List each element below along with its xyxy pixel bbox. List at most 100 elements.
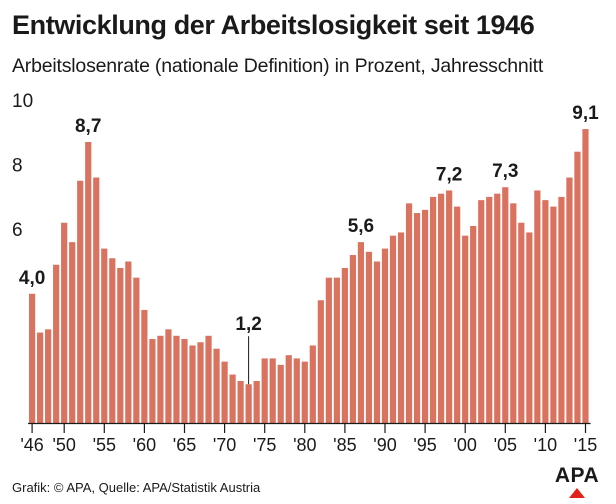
bar-2001 <box>470 225 477 423</box>
bar-1997 <box>438 193 445 423</box>
x-tick-label: '75 <box>253 435 276 455</box>
bar-1978 <box>285 355 292 423</box>
x-tick-label: '55 <box>93 435 116 455</box>
bar-2004 <box>494 193 501 423</box>
bar-2008 <box>526 232 533 423</box>
bar-1961 <box>149 339 156 423</box>
bar-1972 <box>237 381 244 423</box>
x-tick-label: '70 <box>213 435 236 455</box>
chart-subtitle: Arbeitslosenrate (nationale Definition) … <box>12 55 544 77</box>
bar-1983 <box>325 277 332 423</box>
bar-1979 <box>293 358 300 423</box>
x-tick-label: '95 <box>413 435 436 455</box>
bar-1996 <box>430 196 437 423</box>
bar-1998 <box>446 190 453 423</box>
bar-1982 <box>317 300 324 423</box>
bar-1950 <box>61 222 68 423</box>
bar-1994 <box>413 213 421 423</box>
bar-1985 <box>341 267 348 423</box>
x-tick-label: '85 <box>333 435 356 455</box>
bar-1976 <box>269 358 276 423</box>
bar-2002 <box>478 200 485 423</box>
bar-1966 <box>189 345 196 423</box>
bar-1949 <box>53 264 60 423</box>
bar-1970 <box>221 361 228 423</box>
bar-1969 <box>213 348 220 423</box>
chart-title: Entwicklung der Arbeitslosigkeit seit 19… <box>12 10 535 40</box>
bar-1980 <box>301 361 308 423</box>
bar-1946 <box>29 293 36 423</box>
bar-1974 <box>253 381 260 423</box>
bar-2011 <box>550 206 557 423</box>
data-label: 7,2 <box>436 164 462 185</box>
bar-1990 <box>381 248 389 423</box>
bar-1981 <box>309 345 316 423</box>
bar-1989 <box>373 261 381 423</box>
bar-1952 <box>77 180 84 423</box>
x-tick-label: '00 <box>453 435 476 455</box>
y-tick-label: 8 <box>12 156 23 177</box>
bar-1991 <box>389 235 397 423</box>
bar-1995 <box>421 209 429 423</box>
bar-2006 <box>510 203 517 423</box>
bar-2010 <box>542 200 549 423</box>
bar-2003 <box>486 196 493 423</box>
data-label: 9,1 <box>572 103 599 124</box>
bar-1987 <box>357 242 365 423</box>
bar-1968 <box>205 335 212 423</box>
data-label: 1,2 <box>235 314 261 335</box>
y-tick-label: 10 <box>12 91 33 112</box>
bar-1951 <box>69 242 76 423</box>
data-label: 4,0 <box>19 268 45 289</box>
x-tick-label: '46 <box>20 435 43 455</box>
bar-1963 <box>165 329 172 423</box>
bar-2015 <box>582 129 589 423</box>
bar-1964 <box>173 335 180 423</box>
x-tick-label: '60 <box>133 435 156 455</box>
x-tick-label: '15 <box>574 435 597 455</box>
bar-1984 <box>333 277 340 423</box>
bar-1954 <box>93 177 100 423</box>
x-tick-label: '80 <box>293 435 316 455</box>
bar-1988 <box>365 251 373 423</box>
bar-1986 <box>349 255 356 423</box>
apa-logo-text: APA <box>554 464 600 487</box>
bar-1977 <box>277 364 284 423</box>
bar-1953 <box>85 141 92 424</box>
bar-1947 <box>37 332 44 423</box>
bar-1948 <box>45 329 52 423</box>
bar-1962 <box>157 335 164 423</box>
x-tick-label: '50 <box>52 435 75 455</box>
bar-1955 <box>101 248 108 423</box>
x-tick-label: '90 <box>373 435 396 455</box>
bar-1999 <box>454 206 461 423</box>
bar-1958 <box>125 261 132 423</box>
apa-logo: APA <box>547 464 607 500</box>
bar-1992 <box>397 232 405 423</box>
bar-1959 <box>133 277 140 423</box>
data-label: 5,6 <box>348 216 374 237</box>
x-tick-label: '05 <box>494 435 517 455</box>
y-tick-label: 6 <box>12 220 23 241</box>
bar-1957 <box>117 267 124 423</box>
bar-2012 <box>558 196 565 423</box>
bar-2005 <box>502 187 509 423</box>
data-label: 8,7 <box>75 116 101 137</box>
bar-1971 <box>229 374 236 423</box>
data-label: 7,3 <box>492 161 518 182</box>
apa-logo-triangle-icon <box>569 488 585 498</box>
bar-2007 <box>518 222 525 423</box>
bar-1993 <box>405 203 413 423</box>
bar-2009 <box>534 190 541 423</box>
bar-2014 <box>574 151 581 423</box>
source-credit: Grafik: © APA, Quelle: APA/Statistik Aus… <box>12 480 261 495</box>
bar-1960 <box>141 309 148 423</box>
bar-1975 <box>261 358 268 423</box>
bar-1967 <box>197 342 204 423</box>
x-tick-label: '65 <box>173 435 196 455</box>
bar-2000 <box>462 235 469 423</box>
bar-1973 <box>245 384 252 423</box>
bar-1956 <box>109 258 116 423</box>
bar-1965 <box>181 339 188 423</box>
